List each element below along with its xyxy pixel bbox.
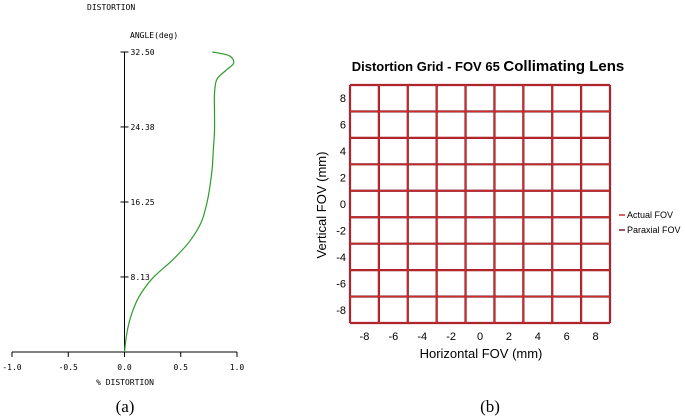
chart-a-x-tick-label: -1.0 (2, 363, 21, 372)
chart-b-x-tick-label: 0 (477, 331, 483, 343)
chart-b-x-tick-label: 6 (564, 331, 570, 343)
chart-b-x-ticks: -8 -6 -4 -2 0 2 4 6 8 (360, 331, 599, 343)
chart-b-x-tick-label: 8 (592, 331, 598, 343)
chart-b-x-tick-label: -6 (388, 331, 398, 343)
chart-b-grid (348, 83, 612, 325)
chart-a-x-ticks: -1.0 -0.5 0.0 0.5 1.0 (2, 352, 244, 372)
chart-b-y-tick-label: 0 (340, 199, 346, 211)
chart-b-x-tick-label: 2 (506, 331, 512, 343)
chart-a-x-tick-label: -0.5 (59, 363, 78, 372)
chart-b-x-tick-label: -8 (360, 331, 370, 343)
caption-b: (b) (480, 397, 500, 416)
chart-b-y-tick-label: -8 (336, 305, 346, 317)
chart-b-x-tick-label: -4 (417, 331, 427, 343)
chart-b-y-tick-label: 4 (340, 146, 346, 158)
chart-a-y-tick-label: 32.50 (131, 48, 155, 57)
chart-b-title-part2: Collimating Lens (503, 58, 624, 75)
chart-b-y-tick-label: -4 (336, 252, 346, 264)
chart-b-x-tick-label: 4 (535, 331, 541, 343)
chart-b-y-tick-label: -2 (336, 225, 346, 237)
chart-a-y-tick-label: 16.25 (131, 198, 155, 207)
chart-a-x-tick-label: 1.0 (230, 363, 245, 372)
chart-a-x-label: % DISTORTION (96, 378, 154, 387)
chart-b-y-tick-label: 8 (340, 93, 346, 105)
distortion-curve (123, 51, 235, 353)
chart-b-y-ticks: 8 6 4 2 0 -2 -4 -6 -8 (336, 93, 346, 317)
chart-b-y-tick-label: 6 (340, 120, 346, 132)
distortion-chart: DISTORTION ANGLE(deg) 8.13 16.25 24.38 32.5… (2, 3, 244, 416)
chart-b-y-tick-label: -6 (336, 278, 346, 290)
chart-b-legend: Actual FOV Paraxial FOV (619, 210, 681, 235)
chart-b-title-part1: Distortion Grid - FOV 65 (352, 59, 504, 74)
chart-b-x-label: Horizontal FOV (mm) (420, 346, 543, 361)
chart-b-title: Distortion Grid - FOV 65 Collimating Len… (352, 58, 625, 75)
chart-a-y-label: ANGLE(deg) (130, 31, 178, 40)
chart-b-x-tick-label: -2 (446, 331, 456, 343)
caption-a: (a) (116, 397, 135, 416)
chart-b-y-tick-label: 2 (340, 173, 346, 185)
legend-label: Paraxial FOV (627, 225, 681, 235)
chart-a-y-ticks: 8.13 16.25 24.38 32.50 (120, 48, 155, 282)
chart-a-y-tick-label: 24.38 (131, 123, 155, 132)
chart-a-x-tick-label: 0.5 (174, 363, 189, 372)
legend-label: Actual FOV (627, 210, 673, 220)
distortion-grid-chart: Distortion Grid - FOV 65 Collimating Len… (314, 58, 681, 416)
chart-a-y-tick-label: 8.13 (131, 273, 150, 282)
chart-b-y-label: Vertical FOV (mm) (314, 152, 329, 259)
chart-a-x-tick-label: 0.0 (117, 363, 132, 372)
chart-a-title: DISTORTION (87, 3, 135, 12)
